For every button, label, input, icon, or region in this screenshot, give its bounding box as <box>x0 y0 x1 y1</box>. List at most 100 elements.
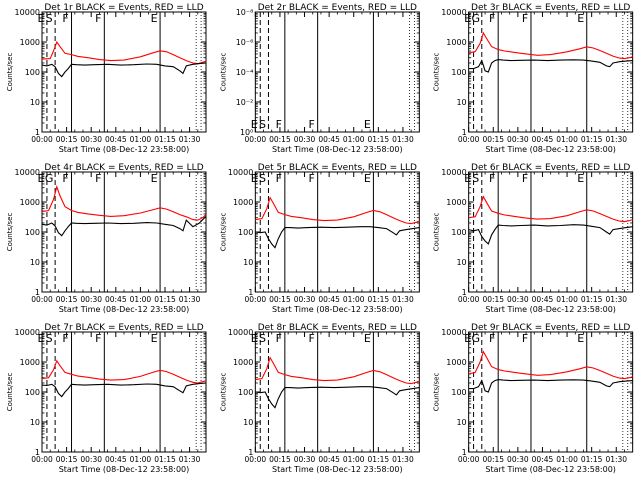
x-tick-label: 01:30 <box>392 455 414 464</box>
event-marker-label: F <box>62 332 68 345</box>
event-marker-label: S <box>46 332 53 345</box>
y-tick-label: 1000 <box>446 358 466 367</box>
y-tick-label: 10⁻² <box>236 98 254 107</box>
detector-panel-5: Det 5r BLACK = Events, RED = LLD 1 10 100 10… <box>219 163 420 314</box>
panel-title: Det 2r BLACK = Events, RED = LLD <box>258 3 417 13</box>
y-tick-label: 10 <box>30 98 40 107</box>
x-tick-label: 00:00 <box>31 295 53 304</box>
event-marker-label: F <box>276 332 282 345</box>
x-tick-label: 01:30 <box>179 295 201 304</box>
event-marker-label: F <box>276 172 282 185</box>
y-tick-label: 10 <box>456 98 466 107</box>
x-tick-label: 01:15 <box>368 455 390 464</box>
x-tick-label: 00:45 <box>532 135 554 144</box>
y-tick-label: 10 <box>30 418 40 427</box>
event-marker-label: E <box>364 118 371 131</box>
series-line-events <box>41 216 207 237</box>
x-tick-label: 00:45 <box>105 135 127 144</box>
x-tick-label: 00:15 <box>482 135 504 144</box>
detector-panel-4: Det 4r BLACK = Events, RED = LLD 1 10 100 10… <box>6 163 207 314</box>
detector-panel-2: Det 2r BLACK = Events, RED = LLD 10⁰ 10⁻² 1… <box>219 3 420 154</box>
x-tick-label: 00:30 <box>507 135 529 144</box>
y-tick-label: 1 <box>35 288 40 297</box>
y-tick-label: 100 <box>238 388 253 397</box>
x-tick-label: 01:00 <box>556 295 578 304</box>
x-tick-label: 00:00 <box>31 135 53 144</box>
y-tick-label: 1000 <box>446 38 466 47</box>
y-tick-label: 1000 <box>446 198 466 207</box>
x-tick-label: 01:15 <box>368 135 390 144</box>
event-marker-label: E <box>364 332 371 345</box>
y-tick-label: 1 <box>462 128 467 137</box>
detector-panel-1: Det 1r BLACK = Events, RED = LLD 1 10 100 10… <box>6 3 207 154</box>
x-tick-label: 01:30 <box>179 455 201 464</box>
y-tick-label: 1000 <box>233 198 253 207</box>
y-tick-label: 100 <box>238 228 253 237</box>
event-marker-label: F <box>308 172 314 185</box>
x-tick-label: 01:00 <box>556 135 578 144</box>
x-tick-label: 00:00 <box>245 295 267 304</box>
y-tick-label: 10000 <box>441 328 466 337</box>
event-marker-label: E <box>151 12 158 25</box>
plot-frame <box>468 11 634 133</box>
detector-panel-9: Det 9r BLACK = Events, RED = LLD 1 10 100 10… <box>433 323 634 474</box>
y-tick-label: 1 <box>35 128 40 137</box>
series-line-lld <box>255 196 420 225</box>
x-tick-label: 00:45 <box>318 135 340 144</box>
event-marker-label: F <box>308 332 314 345</box>
x-tick-label: 01:30 <box>605 295 627 304</box>
y-tick-label: 10⁻⁴ <box>236 68 254 77</box>
x-tick-label: 01:15 <box>581 295 603 304</box>
y-tick-label: 100 <box>25 388 40 397</box>
series-line-events <box>41 62 207 78</box>
x-axis-label: Start Time (08-Dec-12 23:58:00) <box>485 145 616 154</box>
y-axis-label: Counts/sec <box>433 373 441 412</box>
y-tick-label: 10 <box>30 258 40 267</box>
y-tick-label: 10 <box>243 258 253 267</box>
x-tick-label: 00:30 <box>80 295 102 304</box>
x-tick-label: 01:30 <box>605 135 627 144</box>
y-tick-label: 10000 <box>441 168 466 177</box>
event-marker-label: S <box>259 332 266 345</box>
event-marker-label: S <box>46 12 53 25</box>
y-tick-label: 10000 <box>228 328 253 337</box>
y-tick-label: 100 <box>451 228 466 237</box>
y-axis-label: Counts/sec <box>219 53 227 92</box>
event-marker-label: S <box>259 118 266 131</box>
event-marker-label: F <box>489 332 495 345</box>
x-tick-label: 01:00 <box>130 135 152 144</box>
event-marker-label: E <box>37 172 44 185</box>
x-tick-label: 00:30 <box>80 455 102 464</box>
event-marker-label: E <box>37 332 44 345</box>
y-axis-label: Counts/sec <box>219 213 227 252</box>
x-tick-label: 00:45 <box>105 295 127 304</box>
panel-title: Det 7r BLACK = Events, RED = LLD <box>44 323 203 333</box>
y-tick-label: 10⁰ <box>240 128 253 137</box>
x-tick-label: 01:15 <box>154 135 176 144</box>
y-tick-label: 100 <box>451 68 466 77</box>
x-tick-label: 00:00 <box>245 455 267 464</box>
x-tick-label: 01:00 <box>130 295 152 304</box>
event-marker-label: E <box>364 172 371 185</box>
x-tick-label: 00:00 <box>458 135 480 144</box>
y-axis-label: Counts/sec <box>6 213 14 252</box>
event-marker-label: E <box>37 12 44 25</box>
x-tick-label: 00:30 <box>507 455 529 464</box>
detector-panel-3: Det 3r BLACK = Events, RED = LLD 1 10 100 10… <box>433 3 634 154</box>
x-tick-label: 00:15 <box>56 455 78 464</box>
panel-title: Det 4r BLACK = Events, RED = LLD <box>44 163 203 173</box>
x-tick-label: 01:30 <box>392 135 414 144</box>
x-axis-label: Start Time (08-Dec-12 23:58:00) <box>272 465 403 474</box>
y-axis-label: Counts/sec <box>219 373 227 412</box>
event-marker-label: S <box>259 172 266 185</box>
event-marker-label: F <box>522 12 528 25</box>
x-tick-label: 01:00 <box>130 455 152 464</box>
series-line-lld <box>468 195 633 223</box>
event-marker-label: E <box>464 12 471 25</box>
x-tick-label: 01:15 <box>581 455 603 464</box>
x-tick-label: 01:30 <box>392 295 414 304</box>
event-marker-label: F <box>62 172 68 185</box>
x-tick-label: 00:15 <box>269 295 291 304</box>
y-tick-label: 1000 <box>20 358 40 367</box>
